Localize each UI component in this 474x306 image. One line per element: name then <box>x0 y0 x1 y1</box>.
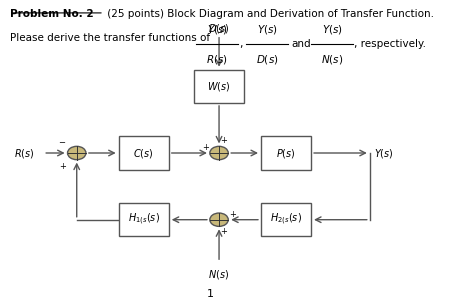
Text: (25 points) Block Diagram and Derivation of Transfer Function.: (25 points) Block Diagram and Derivation… <box>104 9 434 19</box>
Text: $W(s)$: $W(s)$ <box>207 80 231 93</box>
Text: +: + <box>59 162 66 171</box>
FancyBboxPatch shape <box>118 203 169 237</box>
Text: $D(s)$: $D(s)$ <box>209 22 230 35</box>
Text: +: + <box>220 136 227 145</box>
Circle shape <box>67 146 86 160</box>
FancyBboxPatch shape <box>194 69 244 103</box>
Text: $P(s)$: $P(s)$ <box>276 147 296 159</box>
Text: $Y(s)$: $Y(s)$ <box>257 23 278 36</box>
Circle shape <box>210 146 228 160</box>
Text: $H_{1(s}(s)$: $H_{1(s}(s)$ <box>128 212 160 227</box>
Text: $H_{2(s}(s)$: $H_{2(s}(s)$ <box>270 212 302 227</box>
Text: 1: 1 <box>207 289 214 299</box>
Text: $D(s)$: $D(s)$ <box>256 53 278 66</box>
Text: ,: , <box>239 39 243 50</box>
Text: +: + <box>202 143 209 152</box>
Text: and: and <box>292 39 311 50</box>
Circle shape <box>210 213 228 226</box>
Text: $Y(s)$: $Y(s)$ <box>374 147 394 159</box>
Text: , respectively.: , respectively. <box>354 39 426 50</box>
Text: $R(s)$: $R(s)$ <box>206 53 228 66</box>
Text: $R(s)$: $R(s)$ <box>14 147 35 159</box>
FancyBboxPatch shape <box>261 136 311 170</box>
Text: $Y(s)$: $Y(s)$ <box>322 23 343 36</box>
Text: +: + <box>229 210 237 219</box>
FancyBboxPatch shape <box>261 203 311 237</box>
Text: Problem No. 2: Problem No. 2 <box>10 9 93 19</box>
Text: $-$: $-$ <box>58 136 66 145</box>
Text: $N(s)$: $N(s)$ <box>209 268 229 281</box>
Text: +: + <box>220 227 227 236</box>
FancyBboxPatch shape <box>118 136 169 170</box>
Text: $Y(s)$: $Y(s)$ <box>207 23 228 36</box>
Text: $C(s)$: $C(s)$ <box>133 147 154 159</box>
Text: $N(s)$: $N(s)$ <box>321 53 343 66</box>
Text: Please derive the transfer functions of: Please derive the transfer functions of <box>10 33 210 43</box>
